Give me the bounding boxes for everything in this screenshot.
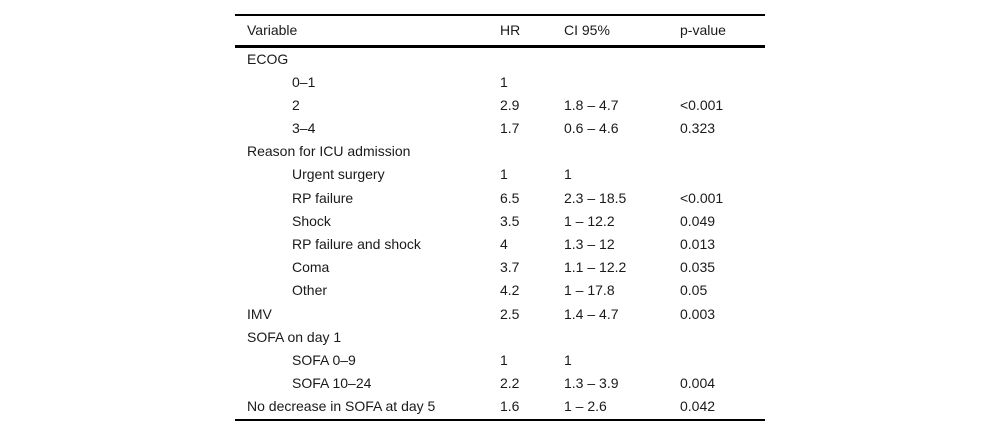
row-hr: 4.2 xyxy=(500,282,520,299)
row-ci: 2.3 – 18.5 xyxy=(564,189,627,206)
column-header-pvalue: p-value xyxy=(680,22,726,38)
table-row: SOFA on day 1 xyxy=(235,326,765,349)
row-label: No decrease in SOFA at day 5 xyxy=(247,398,436,415)
row-hr: 1 xyxy=(500,73,508,90)
row-label: IMV xyxy=(247,305,272,322)
row-pvalue: 0.049 xyxy=(680,212,716,229)
row-pvalue: 0.042 xyxy=(680,398,716,415)
row-hr: 1 xyxy=(500,166,508,183)
row-ci: 1.4 – 4.7 xyxy=(564,305,619,322)
column-header-hr: HR xyxy=(500,22,521,38)
table-row: Other 4.2 1 – 17.8 0.05 xyxy=(235,279,765,302)
row-hr: 3.5 xyxy=(500,212,520,229)
row-label: Shock xyxy=(292,212,331,229)
table-row: 3–4 1.7 0.6 – 4.6 0.323 xyxy=(235,117,765,140)
row-label: SOFA 10–24 xyxy=(292,375,372,392)
table-row: 2 2.9 1.8 – 4.7 <0.001 xyxy=(235,94,765,117)
row-pvalue: 0.013 xyxy=(680,236,716,252)
table-row: SOFA 10–24 2.2 1.3 – 3.9 0.004 xyxy=(235,372,765,395)
column-header-ci: CI 95% xyxy=(564,22,610,38)
row-ci: 1 xyxy=(564,351,572,368)
row-ci: 1 – 12.2 xyxy=(564,212,615,229)
table-row: 0–1 1 xyxy=(235,71,765,94)
table-row: RP failure and shock 4 1.3 – 12 0.013 xyxy=(235,233,765,256)
row-ci: 1.3 – 3.9 xyxy=(564,375,619,392)
table-row: No decrease in SOFA at day 5 1.6 1 – 2.6… xyxy=(235,395,765,418)
table-row: Coma 3.7 1.1 – 12.2 0.035 xyxy=(235,256,765,279)
table-body: ECOG 0–1 1 2 2.9 1.8 – 4.7 <0.001 3–4 1.… xyxy=(235,48,765,419)
row-label: RP failure and shock xyxy=(292,236,421,252)
row-hr: 4 xyxy=(500,236,508,252)
table-row: Urgent surgery 1 1 xyxy=(235,163,765,186)
row-label: ECOG xyxy=(247,50,289,67)
row-label: 0–1 xyxy=(292,73,316,90)
row-hr: 2.9 xyxy=(500,96,520,113)
table-row: RP failure 6.5 2.3 – 18.5 <0.001 xyxy=(235,187,765,210)
row-pvalue: 0.035 xyxy=(680,259,716,276)
row-label: SOFA on day 1 xyxy=(247,328,342,345)
table-header-row: Variable HR CI 95% p-value xyxy=(235,16,765,45)
table-row: ECOG xyxy=(235,48,765,71)
row-label: Coma xyxy=(292,259,330,276)
table-row: SOFA 0–9 1 1 xyxy=(235,349,765,372)
row-pvalue: 0.323 xyxy=(680,120,716,137)
row-label: Urgent surgery xyxy=(292,166,385,183)
column-header-variable: Variable xyxy=(247,22,298,38)
row-hr: 6.5 xyxy=(500,189,520,206)
row-pvalue: <0.001 xyxy=(680,189,724,206)
row-ci: 1 – 2.6 xyxy=(564,398,607,415)
row-hr: 1.7 xyxy=(500,120,520,137)
row-label: 3–4 xyxy=(292,120,316,137)
row-hr: 1 xyxy=(500,351,508,368)
table-header-rule xyxy=(235,45,765,48)
row-hr: 1.6 xyxy=(500,398,520,415)
row-pvalue: 0.004 xyxy=(680,375,716,392)
row-pvalue: 0.05 xyxy=(680,282,708,299)
row-ci: 1.8 – 4.7 xyxy=(564,96,619,113)
row-label: SOFA 0–9 xyxy=(292,351,356,368)
row-ci: 1.3 – 12 xyxy=(564,236,615,252)
row-label: Reason for ICU admission xyxy=(247,143,411,160)
table-row: Shock 3.5 1 – 12.2 0.049 xyxy=(235,210,765,233)
table-row: Reason for ICU admission xyxy=(235,140,765,163)
row-ci: 1 xyxy=(564,166,572,183)
row-label: RP failure xyxy=(292,189,354,206)
table-row: IMV 2.5 1.4 – 4.7 0.003 xyxy=(235,303,765,326)
table-bottom-rule xyxy=(235,418,765,421)
row-label: 2 xyxy=(292,96,300,113)
row-hr: 2.5 xyxy=(500,305,520,322)
row-hr: 2.2 xyxy=(500,375,520,392)
row-ci: 0.6 – 4.6 xyxy=(564,120,619,137)
hazard-ratio-table: Variable HR CI 95% p-value ECOG 0–1 1 2 … xyxy=(235,14,765,421)
row-ci: 1 – 17.8 xyxy=(564,282,615,299)
row-ci: 1.1 – 12.2 xyxy=(564,259,627,276)
table-top-rule xyxy=(235,14,765,16)
row-hr: 3.7 xyxy=(500,259,520,276)
row-label: Other xyxy=(292,282,328,299)
row-pvalue: 0.003 xyxy=(680,305,716,322)
row-pvalue: <0.001 xyxy=(680,96,724,113)
